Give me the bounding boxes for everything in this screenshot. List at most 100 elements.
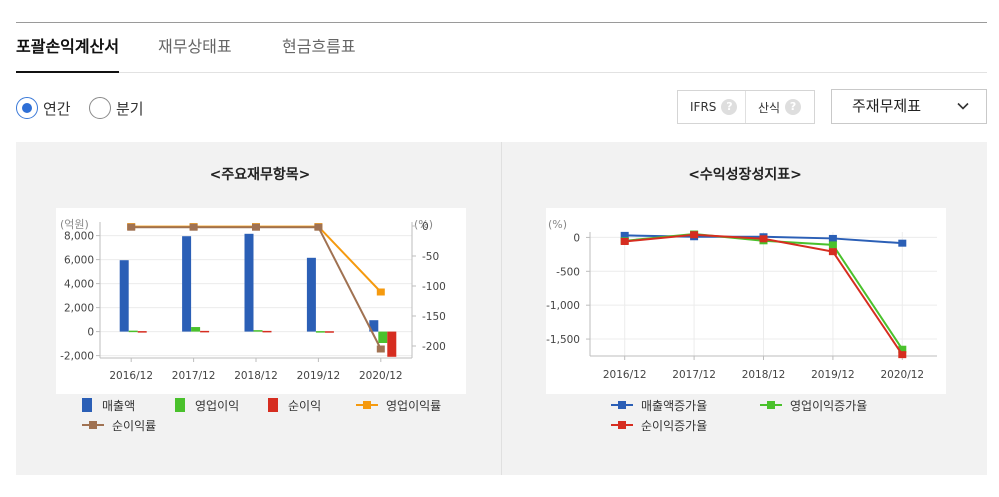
radio-quarterly[interactable]: 분기 xyxy=(89,94,144,122)
legend-label: 매출액증가율 xyxy=(641,398,708,413)
chevron-down-icon xyxy=(957,102,969,110)
legend-swatch xyxy=(82,398,92,412)
bar-net-profit xyxy=(200,330,210,333)
x-tick-label: 2018/12 xyxy=(742,369,786,381)
point-marker xyxy=(828,234,837,242)
legend-swatch xyxy=(175,398,185,412)
point-marker xyxy=(189,223,198,231)
y-tick-label: -500 xyxy=(556,266,580,278)
y-left-tick-label: 8,000 xyxy=(64,231,94,243)
formula-info-button[interactable]: 산식 ? xyxy=(758,91,802,123)
y-tick-label: -1,500 xyxy=(546,334,580,346)
y-axis-right-label: (%) xyxy=(414,218,433,231)
legend-label: 영업이익증가율 xyxy=(790,398,868,413)
point-marker xyxy=(898,345,907,353)
bar-net-profit xyxy=(137,331,147,333)
bar-revenue xyxy=(119,260,129,332)
bar-net-profit xyxy=(324,331,334,333)
legend-label: 영업이익률 xyxy=(386,398,442,413)
legend-swatch xyxy=(611,418,633,432)
x-tick-label: 2016/12 xyxy=(603,369,647,381)
legend-item-operating-profit-growth: 영업이익증가율 xyxy=(760,396,867,414)
legend-label: 매출액 xyxy=(102,398,136,413)
x-tick-label: 2017/12 xyxy=(672,369,716,381)
y-right-tick-label: -50 xyxy=(422,251,439,263)
point-marker xyxy=(620,237,629,245)
legend-swatch xyxy=(760,398,782,412)
chart-title-growth: <수익성장성지표> xyxy=(688,167,802,183)
legend-item-operating-margin: 영업이익률 xyxy=(356,396,441,414)
y-left-tick-label: 0 xyxy=(87,327,94,339)
legend-swatch xyxy=(611,398,633,412)
y-tick-label: -1,000 xyxy=(546,300,580,312)
bar-operating-profit xyxy=(128,330,138,333)
radio-checked-icon xyxy=(16,97,38,119)
top-rule xyxy=(16,22,987,23)
point-marker xyxy=(898,351,907,359)
bar-operating-profit xyxy=(191,327,201,332)
bar-revenue xyxy=(306,257,316,332)
x-tick-label: 2018/12 xyxy=(234,370,278,382)
point-marker xyxy=(620,231,629,239)
y-tick-label: 0 xyxy=(573,232,580,244)
x-tick-label: 2016/12 xyxy=(109,370,153,382)
point-marker xyxy=(252,223,260,231)
bar-net-profit xyxy=(387,331,397,357)
point-marker xyxy=(376,288,385,296)
x-tick-label: 2020/12 xyxy=(359,370,403,382)
option-divider xyxy=(745,91,746,123)
legend-label: 순이익률 xyxy=(112,418,157,433)
legend-label: 순이익 xyxy=(288,398,322,413)
statement-type-value: 주재무제표 xyxy=(852,97,922,115)
help-icon: ? xyxy=(785,99,802,115)
ifrs-info-button[interactable]: IFRS ? xyxy=(690,91,738,123)
bar-revenue xyxy=(369,320,379,332)
y-left-tick-label: 2,000 xyxy=(64,303,94,315)
point-marker xyxy=(828,241,837,249)
statement-type-select[interactable]: 주재무제표 xyxy=(831,89,987,124)
legend-item-net-margin: 순이익률 xyxy=(82,416,156,434)
tab-income-statement[interactable]: 포괄손익계산서 xyxy=(16,23,120,73)
panel-divider xyxy=(501,142,502,475)
statement-tabs: 포괄손익계산서 재무상태표 현금흐름표 xyxy=(16,23,987,73)
radio-annual[interactable]: 연간 xyxy=(16,94,71,122)
y-left-tick-label: -2,000 xyxy=(60,351,94,363)
y-right-tick-label: -150 xyxy=(422,311,446,323)
x-tick-label: 2020/12 xyxy=(880,369,924,381)
bar-revenue xyxy=(182,236,192,332)
y-right-tick-label: -100 xyxy=(422,281,446,293)
radio-annual-label: 연간 xyxy=(43,99,71,118)
point-marker xyxy=(376,345,385,353)
y-left-tick-label: 6,000 xyxy=(64,255,94,267)
radio-unchecked-icon xyxy=(89,97,111,119)
point-marker xyxy=(759,235,768,243)
formula-label: 산식 xyxy=(758,100,781,115)
y-axis-left-label: (억원) xyxy=(60,218,89,231)
bar-operating-profit xyxy=(253,330,263,332)
legend-swatch xyxy=(356,398,378,412)
bar-operating-profit xyxy=(378,331,388,343)
x-tick-label: 2017/12 xyxy=(172,370,216,382)
legend-item-revenue: 매출액 xyxy=(82,396,135,414)
x-tick-label: 2019/12 xyxy=(811,369,855,381)
ifrs-label: IFRS xyxy=(690,100,717,114)
point-marker xyxy=(898,239,907,247)
legend-item-revenue-growth: 매출액증가율 xyxy=(611,396,707,414)
y-right-tick-label: 0 xyxy=(422,221,429,233)
x-tick-label: 2019/12 xyxy=(297,370,341,382)
bar-net-profit xyxy=(262,330,272,333)
tab-balance-sheet[interactable]: 재무상태표 xyxy=(158,37,232,56)
legend-swatch xyxy=(82,418,104,432)
point-marker xyxy=(127,223,136,231)
y-axis-label: (%) xyxy=(548,218,567,231)
legend-swatch xyxy=(268,398,278,412)
info-options-box: IFRS ? 산식 ? xyxy=(677,90,815,124)
help-icon: ? xyxy=(721,99,738,115)
point-marker xyxy=(314,223,323,231)
legend-label: 영업이익 xyxy=(195,398,240,413)
tab-cash-flow[interactable]: 현금흐름표 xyxy=(282,37,356,56)
bar-operating-profit xyxy=(315,331,325,333)
chart-title-financials: <주요재무항목> xyxy=(209,167,311,183)
